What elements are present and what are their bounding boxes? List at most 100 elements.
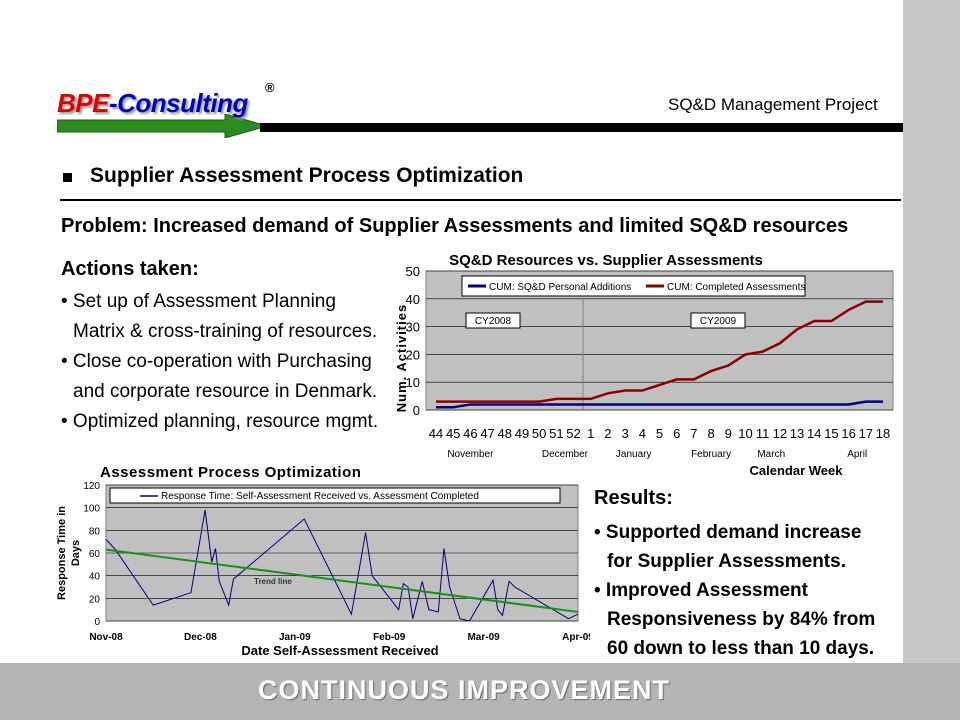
date-tick-label: Mar-09 — [467, 632, 500, 643]
section-title: Supplier Assessment Process Optimization — [90, 164, 524, 187]
week-tick-label: 46 — [463, 426, 477, 441]
month-label: March — [757, 449, 785, 460]
right-gray-band — [903, 0, 960, 720]
results-heading: Results: — [594, 487, 673, 509]
project-title: SQ&D Management Project — [668, 95, 878, 114]
chart2-legend — [109, 487, 561, 504]
week-tick-label: 15 — [824, 426, 838, 441]
week-tick-label: 9 — [725, 426, 732, 441]
week-tick-label: 12 — [773, 426, 787, 441]
result-item-2-line2: Responsiveness by 84% from — [607, 609, 876, 630]
week-tick-label: 2 — [604, 426, 611, 441]
completed-assessments-line — [436, 300, 883, 403]
cy2008-label: CY2008 — [475, 316, 512, 327]
section-bullet-icon — [63, 173, 72, 182]
footer-band — [0, 663, 960, 720]
y-tick-label: 100 — [83, 504, 100, 515]
y-tick-label: 80 — [89, 526, 101, 537]
action-item-1-line1: • Set up of Assessment Planning — [61, 291, 336, 312]
action-item-2-line2: and corporate resource in Denmark. — [73, 381, 378, 402]
week-tick-label: 10 — [738, 426, 752, 441]
chart2-ylabel-line2: Days — [70, 540, 82, 566]
week-tick-label: 44 — [429, 426, 443, 441]
week-tick-label: 45 — [446, 426, 460, 441]
month-label: February — [691, 449, 731, 460]
trend-line-label: Trend line — [254, 577, 292, 586]
cy2008-box — [465, 312, 521, 329]
week-tick-label: 7 — [690, 426, 697, 441]
logo: BPE-Consulting — [57, 88, 248, 119]
legend-completed-assessments: CUM: Completed Assessments — [667, 282, 805, 293]
logo-red-part: BPE — [57, 88, 109, 118]
cy2009-label: CY2009 — [700, 316, 737, 327]
result-item-2-line3: 60 down to less than 10 days. — [607, 638, 875, 659]
action-item-1-line2: Matrix & cross-training of resources. — [73, 321, 378, 342]
week-tick-label: 3 — [621, 426, 628, 441]
y-tick-label: 10 — [406, 375, 420, 390]
resources-chart: SQ&D Resources vs. Supplier Assessments … — [388, 248, 903, 480]
footer-title: CONTINUOUS IMPROVEMENT — [258, 675, 671, 705]
chart1-title: SQ&D Resources vs. Supplier Assessments — [449, 252, 763, 269]
response-time-line — [105, 509, 579, 622]
legend-response-time: Response Time: Self-Assessment Received … — [161, 491, 479, 502]
cy2009-box — [690, 312, 746, 329]
week-tick-label: 49 — [515, 426, 529, 441]
y-tick-label: 50 — [406, 264, 420, 279]
y-tick-label: 0 — [413, 403, 420, 418]
y-tick-label: 20 — [406, 347, 420, 362]
month-label: December — [542, 449, 589, 460]
header-bar — [260, 123, 903, 132]
chart2-title: Assessment Process Optimization — [100, 464, 361, 481]
logo-arrow — [57, 114, 269, 138]
week-tick-label: 13 — [790, 426, 804, 441]
week-tick-label: 52 — [566, 426, 580, 441]
action-item-3-line1: • Optimized planning, resource mgmt. — [61, 411, 379, 432]
date-tick-label: Dec-08 — [184, 632, 217, 643]
week-tick-label: 17 — [859, 426, 873, 441]
legend-personal-additions: CUM: SQ&D Personal Additions — [489, 282, 631, 293]
y-tick-label: 40 — [89, 572, 101, 583]
week-tick-label: 8 — [707, 426, 714, 441]
chart2-xlabel: Date Self-Assessment Received — [241, 643, 438, 658]
week-tick-label: 4 — [639, 426, 646, 441]
date-tick-label: Apr-09 — [562, 632, 590, 643]
action-list: • Set up of Assessment Planning Matrix &… — [61, 287, 378, 437]
date-tick-label: Feb-09 — [373, 632, 406, 643]
y-tick-label: 30 — [406, 320, 420, 335]
section-divider — [60, 199, 901, 201]
month-label: January — [616, 449, 652, 460]
date-tick-label: Jan-09 — [279, 632, 311, 643]
response-time-chart: Assessment Process Optimization 0 20 40 60 8… — [50, 460, 590, 662]
trend-line — [105, 548, 579, 613]
y-tick-label: 20 — [89, 594, 101, 605]
personal-additions-line — [436, 400, 883, 409]
logo-registered-mark: ® — [265, 80, 275, 95]
chart1-ylabel: Num. Activities — [394, 304, 409, 412]
chart2-ylabel-line1: Response Time in — [56, 506, 68, 600]
week-tick-label: 48 — [498, 426, 512, 441]
y-tick-label: 60 — [89, 549, 101, 560]
week-tick-label: 18 — [876, 426, 890, 441]
action-item-2-line1: • Close co-operation with Purchasing — [61, 351, 372, 372]
date-tick-label: Nov-08 — [89, 632, 123, 643]
y-tick-label: 0 — [94, 617, 100, 628]
week-tick-label: 16 — [841, 426, 855, 441]
chart1-xlabel: Calendar Week — [750, 463, 844, 478]
logo-blue-part: -Consulting — [108, 88, 248, 118]
week-tick-label: 5 — [656, 426, 663, 441]
chart1-legend — [461, 275, 806, 297]
result-item-1-line1: • Supported demand increase — [594, 522, 862, 543]
results-list: • Supported demand increase for Supplier… — [594, 518, 875, 663]
month-label: April — [847, 449, 867, 460]
week-tick-label: 47 — [480, 426, 494, 441]
y-tick-label: 40 — [406, 292, 420, 307]
week-tick-label: 14 — [807, 426, 821, 441]
week-tick-label: 6 — [673, 426, 680, 441]
week-tick-label: 1 — [587, 426, 594, 441]
problem-statement: Problem: Increased demand of Supplier As… — [61, 215, 849, 237]
month-label: November — [447, 449, 494, 460]
y-tick-label: 120 — [83, 481, 100, 492]
week-tick-label: 51 — [549, 426, 563, 441]
result-item-2-line1: • Improved Assessment — [594, 580, 808, 601]
actions-heading: Actions taken: — [61, 258, 199, 280]
